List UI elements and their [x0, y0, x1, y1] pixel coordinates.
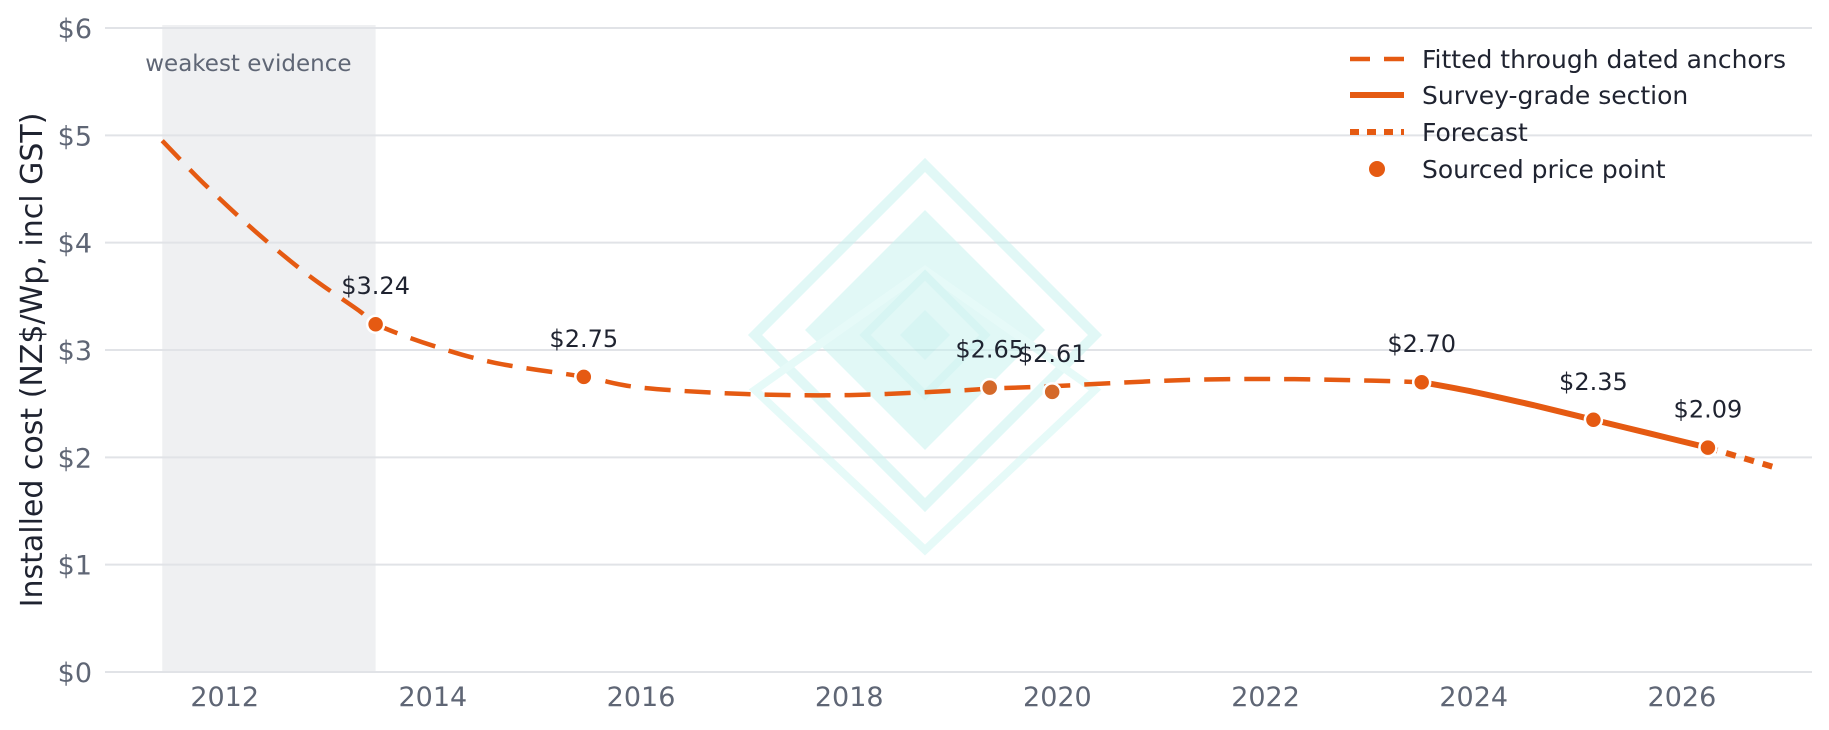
- x-tick-label: 2014: [399, 682, 468, 713]
- price-point-marker: [365, 314, 386, 334]
- legend-label: Fitted through dated anchors: [1422, 45, 1786, 74]
- shaded-band-layer: weakest evidence: [145, 25, 376, 672]
- x-tick-label: 2022: [1231, 682, 1300, 713]
- price-point-label: $2.09: [1674, 396, 1743, 424]
- data-label-layer: $3.24 $2.75 $2.65$2.61 $2.70 $2.35 $2.09: [341, 272, 1742, 423]
- watermark-diamond-low: [748, 265, 1102, 556]
- legend-label: Sourced price point: [1422, 155, 1666, 184]
- watermark-diamond-outer: [747, 157, 1103, 513]
- y-tick-label: $0: [58, 658, 92, 689]
- legend-marker: [1369, 161, 1385, 177]
- watermark-diamond-inner: [859, 269, 991, 401]
- weakest-evidence-label: weakest evidence: [145, 51, 351, 77]
- series-line-dashed: [160, 139, 1422, 398]
- axis-layer: $0 $1 $2 $3 $4 $5 $6 2012 2014 2016 2018 2020 2022 20…: [15, 14, 1716, 713]
- marker-layer: [365, 314, 1718, 458]
- y-tick-label: $3: [58, 336, 92, 367]
- price-point-label: $2.61: [1018, 340, 1087, 368]
- y-tick-label: $2: [58, 443, 92, 474]
- x-tick-label: 2026: [1648, 682, 1717, 713]
- gridline-layer: [105, 27, 1812, 673]
- price-point-marker: [1583, 410, 1604, 430]
- y-tick-label: $4: [58, 229, 92, 260]
- price-point-label: $2.75: [549, 325, 618, 353]
- price-point-label: $2.65: [955, 336, 1024, 364]
- x-tick-label: 2018: [815, 682, 884, 713]
- price-point-label: $2.70: [1387, 330, 1456, 358]
- y-axis-title: Installed cost (NZ$/Wp, incl GST): [15, 113, 50, 608]
- weakest-evidence-band: [162, 25, 376, 672]
- legend-label: Forecast: [1422, 118, 1528, 147]
- x-tick-label: 2020: [1023, 682, 1092, 713]
- x-tick-label: 2016: [607, 682, 676, 713]
- price-point-marker: [979, 377, 1000, 398]
- y-tick-label: $6: [58, 14, 92, 45]
- legend: Fitted through dated anchors Survey-grade…: [1350, 45, 1786, 184]
- y-tick-label: $1: [58, 551, 92, 582]
- series-line-dotted: [1707, 444, 1782, 472]
- x-tick-label: 2024: [1439, 682, 1508, 713]
- price-point-marker: [1411, 372, 1432, 392]
- y-tick-label: $5: [58, 121, 92, 152]
- price-point-label: $3.24: [341, 272, 410, 300]
- watermark-diamond-core: [900, 310, 950, 360]
- price-point-marker: [574, 367, 594, 387]
- price-point-label: $2.35: [1559, 368, 1628, 396]
- series-line-solid: [1421, 379, 1709, 451]
- x-tick-label: 2012: [190, 682, 259, 713]
- legend-label: Survey-grade section: [1422, 81, 1688, 110]
- price-point-marker: [1698, 437, 1718, 458]
- price-point-marker: [1042, 382, 1062, 402]
